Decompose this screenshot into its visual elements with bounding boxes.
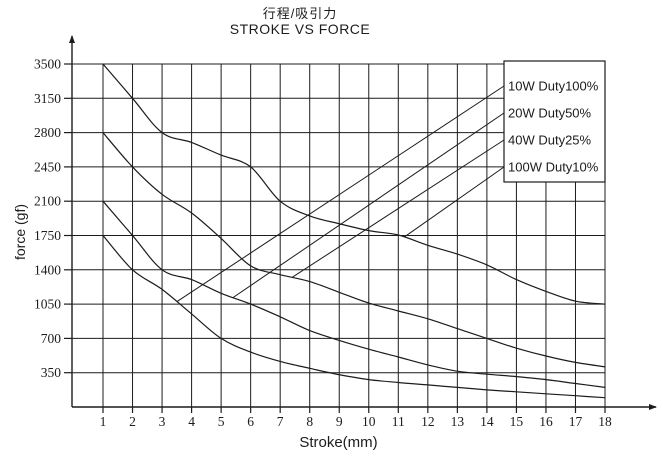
y-tick-label: 350 xyxy=(41,365,62,380)
x-tick-label: 3 xyxy=(159,414,166,429)
x-tick-label: 8 xyxy=(306,414,313,429)
grid xyxy=(72,63,606,407)
x-tick-label: 10 xyxy=(362,414,376,429)
x-tick-label: 4 xyxy=(188,414,195,429)
x-tick-label: 16 xyxy=(539,414,553,429)
x-tick-label: 6 xyxy=(247,414,254,429)
x-tick-label: 14 xyxy=(480,414,494,429)
x-tick-label: 9 xyxy=(336,414,343,429)
y-tick-label: 2800 xyxy=(34,125,61,140)
x-tick-label: 15 xyxy=(510,414,524,429)
x-axis-label: Stroke(mm) xyxy=(299,434,378,451)
x-tick-label: 17 xyxy=(569,414,583,429)
x-tick-label: 12 xyxy=(421,414,435,429)
x-axis-arrow-icon xyxy=(649,404,657,410)
y-tick-label: 3150 xyxy=(34,91,61,106)
leader-line xyxy=(291,139,505,278)
y-axis-arrow-icon xyxy=(69,35,75,43)
legend-entry: 10W Duty100% xyxy=(508,79,599,94)
leader-line xyxy=(176,85,505,303)
chart-title: STROKE VS FORCE xyxy=(229,21,371,37)
leader-line xyxy=(232,112,505,299)
x-tick-label: 2 xyxy=(129,414,136,429)
curve-100w-duty10- xyxy=(102,63,606,305)
x-tick-label: 13 xyxy=(451,414,465,429)
legend-entry: 100W Duty10% xyxy=(508,160,599,175)
chart-title-cjk: 行程/吸引力 xyxy=(262,6,338,21)
x-tick-label: 11 xyxy=(392,414,405,429)
legend-leader-lines xyxy=(176,85,505,303)
x-tick-label: 5 xyxy=(218,414,225,429)
curve-10w-duty100- xyxy=(102,234,606,399)
curve-20w-duty50- xyxy=(102,200,606,388)
leader-line xyxy=(403,166,505,238)
force-curves xyxy=(102,63,606,399)
y-tick-label: 3500 xyxy=(34,57,61,72)
y-tick-label: 1750 xyxy=(34,228,61,243)
legend: 10W Duty100% 20W Duty50% 40W Duty25% 100W D… xyxy=(503,60,606,183)
legend-entry: 40W Duty25% xyxy=(508,133,592,148)
curve-40w-duty25- xyxy=(102,132,606,368)
legend-box xyxy=(503,60,606,183)
axes xyxy=(64,35,657,413)
y-tick-label: 2450 xyxy=(34,159,61,174)
x-tick-label: 1 xyxy=(100,414,107,429)
y-tick-label: 700 xyxy=(41,331,62,346)
x-tick-label: 7 xyxy=(277,414,284,429)
y-tick-label: 1400 xyxy=(34,262,61,277)
legend-entry: 20W Duty50% xyxy=(508,106,592,121)
y-tick-label: 2100 xyxy=(34,194,61,209)
y-tick-label: 1050 xyxy=(34,297,61,312)
x-tick-label: 18 xyxy=(598,414,612,429)
